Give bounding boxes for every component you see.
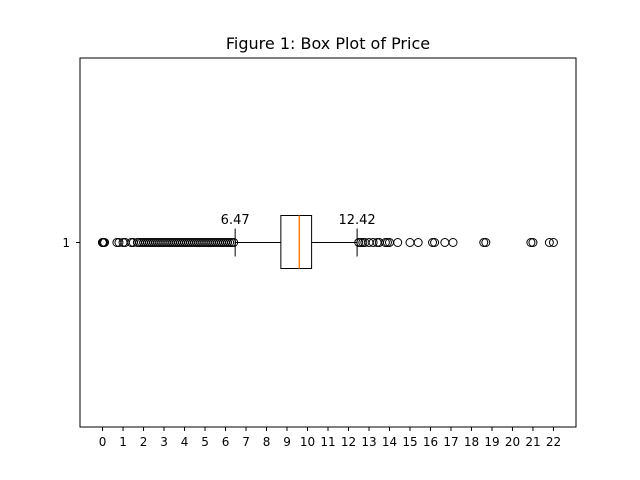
x-tick-label: 5 — [201, 435, 209, 449]
outlier-point — [481, 238, 491, 247]
outlier-point — [428, 238, 438, 247]
x-tick-label: 12 — [341, 435, 356, 449]
outlier-point — [448, 238, 458, 247]
x-tick-label: 3 — [160, 435, 168, 449]
x-tick-label: 21 — [525, 435, 540, 449]
x-tick-label: 16 — [423, 435, 438, 449]
x-tick-label: 0 — [99, 435, 107, 449]
x-tick-label: 19 — [484, 435, 499, 449]
outlier-point — [368, 238, 378, 247]
outlier-point — [413, 238, 423, 247]
outlier-point — [405, 238, 415, 247]
x-tick-label: 17 — [443, 435, 458, 449]
x-tick-label: 4 — [181, 435, 189, 449]
iqr-box — [280, 215, 313, 269]
x-tick-label: 6 — [222, 435, 230, 449]
x-tick-label: 11 — [320, 435, 335, 449]
x-tick-label: 1 — [119, 435, 127, 449]
whisker-annotation: 12.42 — [338, 213, 375, 228]
outlier-point — [100, 238, 110, 247]
outlier-point — [393, 238, 403, 247]
annotations: 6.47 12.42 — [221, 213, 376, 228]
outlier-point — [479, 238, 489, 247]
whisker-annotation: 6.47 — [221, 213, 250, 228]
y-tick-label: 1 — [62, 236, 70, 250]
outlier-point — [528, 238, 538, 247]
outlier-point — [382, 238, 392, 247]
outlier-point — [548, 238, 558, 247]
chart-title: Figure 1: Box Plot of Price — [226, 34, 430, 53]
outlier-point — [440, 238, 450, 247]
outlier-point — [229, 238, 239, 247]
x-tick-label: 7 — [242, 435, 250, 449]
outlier-point — [526, 238, 536, 247]
outlier-point — [544, 238, 554, 247]
x-tick-label: 9 — [283, 435, 291, 449]
outlier-point — [430, 238, 440, 247]
y-axis: 1 — [62, 236, 80, 250]
outlier-point — [114, 238, 124, 247]
x-tick-label: 15 — [402, 435, 417, 449]
x-tick-label: 8 — [263, 435, 271, 449]
x-axis: 0 1 2 3 4 5 6 7 8 9 10 11 12 13 14 15 16 17 18 19 20 21 22 — [99, 427, 561, 449]
x-tick-label: 2 — [140, 435, 148, 449]
x-tick-label: 14 — [382, 435, 397, 449]
x-tick-label: 10 — [300, 435, 315, 449]
x-tick-label: 20 — [505, 435, 520, 449]
x-tick-label: 13 — [361, 435, 376, 449]
outlier-points — [98, 238, 558, 247]
x-tick-label: 22 — [546, 435, 561, 449]
x-tick-label: 18 — [464, 435, 479, 449]
